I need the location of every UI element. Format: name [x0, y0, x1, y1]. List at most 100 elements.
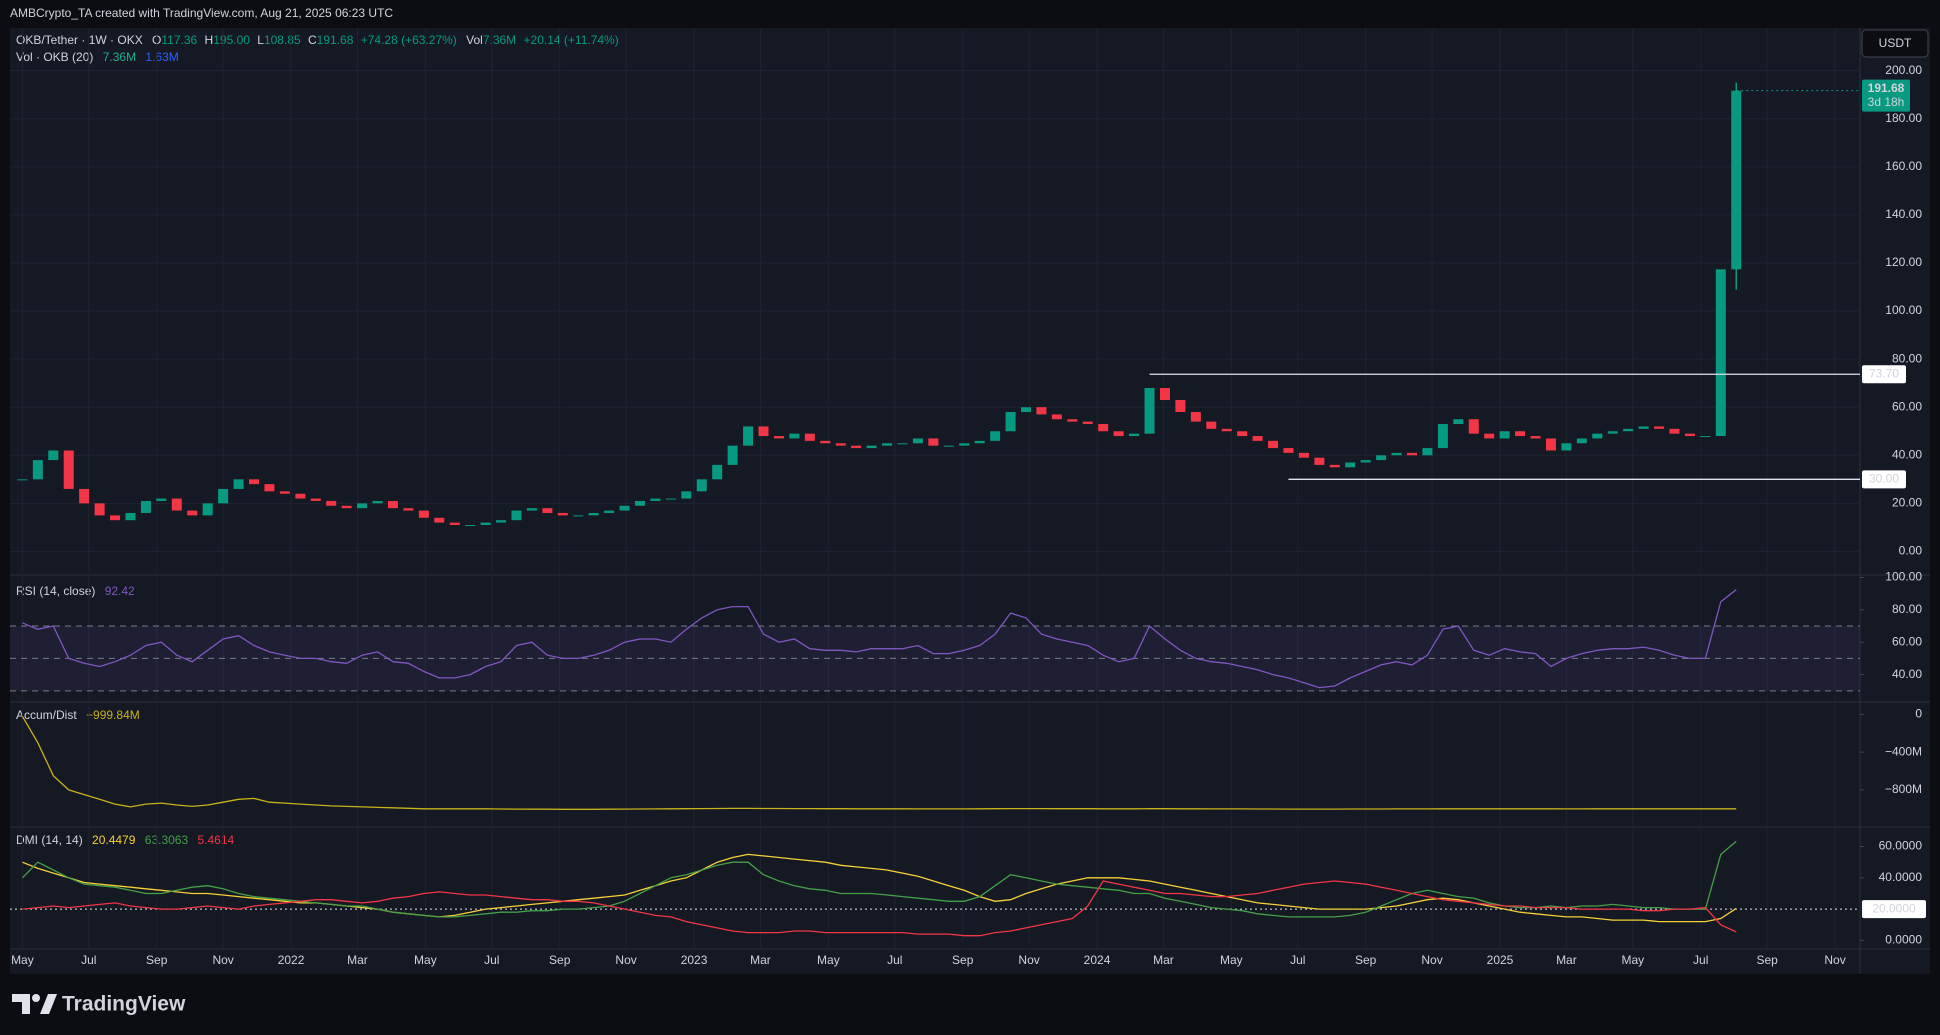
candle-body: [1453, 419, 1464, 425]
x-tick-label: 2024: [1084, 953, 1111, 967]
candle-body: [496, 520, 507, 523]
ad-title: Accum/Dist: [16, 708, 77, 722]
minus-di-value: 5.4614: [198, 833, 235, 847]
candle-body: [866, 445, 877, 449]
logo-mark: [12, 994, 30, 1014]
rsi-value: 92.42: [105, 584, 135, 598]
candle-body: [1422, 448, 1433, 456]
x-tick-label: 2025: [1487, 953, 1514, 967]
candle-body: [1530, 436, 1541, 439]
ohlc-value: 195.00: [213, 33, 250, 47]
candle-body: [1159, 387, 1170, 400]
x-tick-label: May: [817, 953, 840, 967]
x-tick-label: Nov: [1824, 953, 1845, 967]
dmi-legend: DMI (14, 14) 20.4479 63.3063 5.4614: [16, 833, 235, 847]
candle-body: [1005, 412, 1016, 432]
candle-body: [928, 438, 939, 446]
ohlc-label: H: [205, 33, 214, 47]
logo-slash: [40, 994, 57, 1014]
candle-body: [202, 503, 213, 516]
candle-body: [1515, 431, 1526, 437]
candle-body: [789, 433, 800, 439]
y-tick-label: −800M: [1885, 782, 1922, 796]
candle-body: [48, 450, 59, 461]
x-tick-label: Jul: [81, 953, 96, 967]
candle-body: [1669, 428, 1680, 434]
candle-body: [1082, 421, 1093, 425]
candle-body: [1592, 433, 1603, 439]
volume-legend: Vol · OKB (20) 7.36M 1.63M: [16, 50, 179, 64]
volume-value: 7.36M: [103, 50, 136, 64]
candle-body: [449, 522, 460, 525]
plus-di-value: 63.3063: [145, 833, 189, 847]
brand-name: TradingView: [62, 993, 186, 1016]
candle-body: [835, 443, 846, 446]
x-tick-label: Sep: [1355, 953, 1377, 967]
currency[interactable]: USDT: [1879, 36, 1912, 50]
candle-body: [341, 505, 352, 509]
candle-body: [1314, 457, 1325, 465]
candle-body: [1376, 455, 1387, 461]
countdown-label: 3d 18h: [1868, 95, 1905, 109]
y-tick-label: 60.0000: [1879, 839, 1923, 853]
candle-body: [295, 493, 306, 499]
candle-body: [418, 510, 429, 518]
candle-body: [851, 445, 862, 449]
x-tick-label: 2023: [681, 953, 708, 967]
candle-body: [94, 503, 105, 516]
candle-body: [526, 508, 537, 511]
candle-body: [279, 491, 290, 494]
rsi-legend: RSI (14, close) 92.42: [16, 584, 135, 598]
indicator-line: [22, 589, 1737, 689]
candle-body: [1298, 452, 1309, 458]
candle-body: [1175, 399, 1186, 413]
logo-dot: [32, 994, 40, 1002]
candle-body: [387, 500, 398, 509]
indicator-line: [22, 880, 1737, 937]
vol-change: +20.14 (+11.74%): [524, 33, 619, 47]
candle-body: [434, 517, 445, 523]
candle-body: [1021, 407, 1031, 413]
candle-body: [1684, 433, 1695, 437]
candle-body: [1206, 421, 1217, 429]
adx-value: 20.4479: [92, 833, 136, 847]
x-tick-label: 2022: [278, 953, 305, 967]
candle-body: [990, 431, 1001, 441]
candle-body: [588, 512, 599, 516]
candle-body: [1129, 433, 1140, 437]
candle-body: [820, 440, 831, 444]
candle-body: [1607, 431, 1618, 434]
x-tick-label: May: [1621, 953, 1644, 967]
x-tick-label: Jul: [1693, 953, 1708, 967]
candle-body: [650, 498, 661, 501]
candle-body: [1499, 431, 1510, 439]
brand-logo[interactable]: TradingView: [12, 993, 186, 1016]
candle-body: [1067, 419, 1078, 422]
rsi-title: RSI (14, close): [16, 584, 95, 598]
candle-body: [110, 515, 121, 521]
y-tick-label: 200.00: [1885, 63, 1922, 77]
volume-title: Vol · OKB (20): [16, 50, 93, 64]
candle-body: [1360, 460, 1371, 463]
y-tick-label: 0.00: [1899, 544, 1923, 558]
candle-body: [727, 445, 738, 465]
candle-body: [1113, 431, 1124, 437]
candle-body: [1329, 464, 1340, 468]
candle-body: [140, 500, 151, 513]
currency-box[interactable]: [1861, 29, 1929, 58]
candle-body: [32, 460, 43, 480]
ad-value: −999.84M: [86, 708, 140, 722]
ohlc-value: 191.68: [317, 33, 354, 47]
ohlc-change: +74.28 (+63.27%): [361, 33, 457, 47]
candle-body: [974, 440, 985, 444]
candle-body: [1036, 407, 1047, 415]
y-tick-label: 40.00: [1892, 447, 1922, 461]
y-tick-label: 100.00: [1885, 303, 1922, 317]
candle-body: [403, 508, 414, 511]
candle-body: [943, 445, 954, 447]
level-label-box: [1862, 470, 1906, 489]
level-label: 73.70: [1869, 366, 1899, 380]
candle-body: [897, 443, 908, 445]
candle-body: [1144, 387, 1155, 434]
